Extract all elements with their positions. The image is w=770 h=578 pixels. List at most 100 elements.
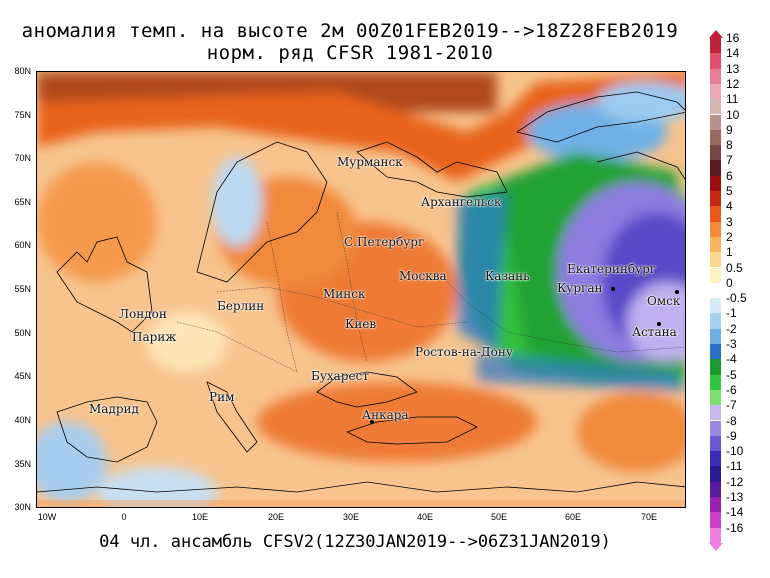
legend-color-swatch bbox=[710, 481, 721, 497]
city-label: С.Петербург bbox=[344, 235, 425, 249]
legend-tick-label: 16 bbox=[726, 31, 740, 45]
city-marker bbox=[675, 290, 679, 294]
legend-tick-label: -5 bbox=[726, 367, 737, 382]
legend-tick-label: 11 bbox=[726, 92, 739, 107]
legend-tick-label: -8 bbox=[726, 413, 737, 428]
longitude-tick-label: 20E bbox=[267, 512, 284, 522]
legend-color-swatch bbox=[710, 191, 721, 207]
city-label: Минск bbox=[323, 287, 366, 301]
legend-color-swatch bbox=[710, 53, 721, 69]
legend-tick-label: 5 bbox=[726, 184, 733, 198]
longitude-tick-label: 60E bbox=[564, 512, 581, 522]
legend-color-swatch bbox=[710, 344, 721, 360]
legend-tick-label: 8 bbox=[726, 138, 733, 153]
legend-tick-label: -14 bbox=[726, 505, 744, 520]
longitude-tick-label: 50E bbox=[490, 512, 507, 522]
legend-color-swatch bbox=[710, 114, 721, 130]
latitude-tick-label: 75N bbox=[14, 110, 31, 120]
city-label: Киев bbox=[345, 317, 377, 331]
legend-tick-label: -16 bbox=[726, 520, 744, 535]
legend-tick-label: 14 bbox=[726, 46, 740, 61]
legend-color-swatch bbox=[710, 175, 721, 191]
legend-color-swatch bbox=[710, 221, 721, 237]
legend-color-swatch bbox=[710, 99, 721, 115]
map-title-line-1: аномалия темп. на высоте 2м 00Z01FEB2019… bbox=[21, 20, 679, 42]
legend-color-swatch bbox=[710, 435, 721, 452]
legend-color-swatch bbox=[710, 359, 721, 375]
latitude-tick-label: 35N bbox=[14, 459, 31, 469]
legend-color-swatch bbox=[710, 252, 721, 268]
country-borders bbox=[176, 211, 685, 373]
legend-tick-label: -3 bbox=[726, 337, 737, 351]
legend-color-swatch bbox=[710, 282, 721, 299]
legend-tick-label: 7 bbox=[726, 153, 733, 168]
legend-tick-label: 9 bbox=[726, 122, 733, 137]
city-label: Берлин bbox=[217, 299, 265, 313]
longitude-tick-label: 40E bbox=[416, 512, 433, 522]
legend-tick-label: -2 bbox=[726, 321, 737, 336]
legend-tick-label: 0.5 bbox=[726, 260, 743, 275]
latitude-tick-label: 45N bbox=[14, 371, 31, 381]
legend-tick-label: 1 bbox=[726, 245, 733, 260]
legend-color-swatch bbox=[710, 129, 721, 146]
legend-color-swatch bbox=[710, 374, 721, 390]
city-label: Екатеринбург bbox=[567, 262, 657, 276]
city-label: Мурманск bbox=[337, 155, 403, 169]
legend-color-swatch bbox=[710, 267, 721, 283]
city-label: Лондон bbox=[119, 307, 167, 321]
legend-color-swatch bbox=[710, 38, 721, 54]
legend-tick-label: 2 bbox=[726, 229, 733, 244]
legend-tick-label: 12 bbox=[726, 76, 740, 91]
longitude-tick-label: 0 bbox=[121, 512, 127, 522]
legend-tick-label: 13 bbox=[726, 61, 740, 76]
legend-tick-label: -12 bbox=[726, 474, 744, 489]
legend-color-swatch bbox=[710, 68, 721, 84]
city-marker bbox=[370, 420, 374, 424]
legend-tick-label: 6 bbox=[726, 168, 733, 183]
legend-color-swatch bbox=[710, 328, 721, 344]
latitude-tick-label: 40N bbox=[14, 415, 31, 425]
legend-tick-label: -13 bbox=[726, 490, 744, 504]
legend-color-swatch bbox=[710, 420, 721, 436]
city-marker bbox=[657, 322, 661, 326]
legend-tick-label: -7 bbox=[726, 398, 737, 413]
city-label: Омск bbox=[647, 294, 681, 308]
latitude-tick-label: 50N bbox=[14, 328, 31, 338]
legend-color-swatch bbox=[710, 389, 721, 406]
legend-color-swatch bbox=[710, 405, 721, 421]
legend-color-swatch bbox=[710, 527, 721, 543]
legend-color-swatch bbox=[710, 512, 721, 528]
legend-color-swatch bbox=[710, 466, 721, 482]
legend-color-swatch bbox=[710, 497, 721, 513]
legend-tick-label: 10 bbox=[726, 107, 740, 122]
anomaly-field bbox=[37, 72, 685, 507]
legend-tick-label: -11 bbox=[726, 459, 743, 474]
legend-color-swatch bbox=[710, 206, 721, 222]
city-label: Мадрид bbox=[89, 402, 139, 416]
legend-color-swatch bbox=[710, 145, 721, 161]
legend-tick-label: 0 bbox=[726, 275, 733, 290]
legend-tick-label: -6 bbox=[726, 382, 737, 397]
map-title-line-2: норм. ряд CFSR 1981-2010 bbox=[206, 42, 494, 64]
longitude-tick-label: 10W bbox=[37, 512, 57, 522]
city-label: Москва bbox=[399, 269, 447, 283]
legend-tick-label: -1 bbox=[726, 306, 737, 321]
latitude-tick-label: 80N bbox=[14, 66, 31, 76]
latitude-tick-label: 65N bbox=[14, 197, 31, 207]
city-label: Курган bbox=[557, 281, 603, 295]
color-scale-legend: 16 14 13 12 11 10 9 8 7 6 5 4 3 2 1 0.5 0 -0.5 -1 -2 -3 -4 -5-… bbox=[704, 30, 770, 551]
legend-color-swatch bbox=[710, 298, 721, 314]
latitude-tick-label: 30N bbox=[14, 502, 31, 512]
longitude-tick-label: 10E bbox=[191, 512, 208, 522]
longitude-tick-label: 70E bbox=[640, 512, 657, 522]
legend-color-swatch bbox=[710, 83, 721, 100]
anomaly-map: Мурманск Архангельск С.Петербург Москва Каза… bbox=[36, 71, 686, 508]
city-label: Казань bbox=[485, 269, 530, 283]
city-label: Париж bbox=[132, 330, 177, 344]
legend-color-swatch bbox=[710, 236, 721, 253]
legend-tick-label: -9 bbox=[726, 428, 737, 443]
city-label: Рим bbox=[209, 390, 235, 404]
legend-tick-label: 4 bbox=[726, 199, 733, 214]
city-label: Архангельск bbox=[421, 195, 502, 209]
latitude-tick-label: 60N bbox=[14, 240, 31, 250]
